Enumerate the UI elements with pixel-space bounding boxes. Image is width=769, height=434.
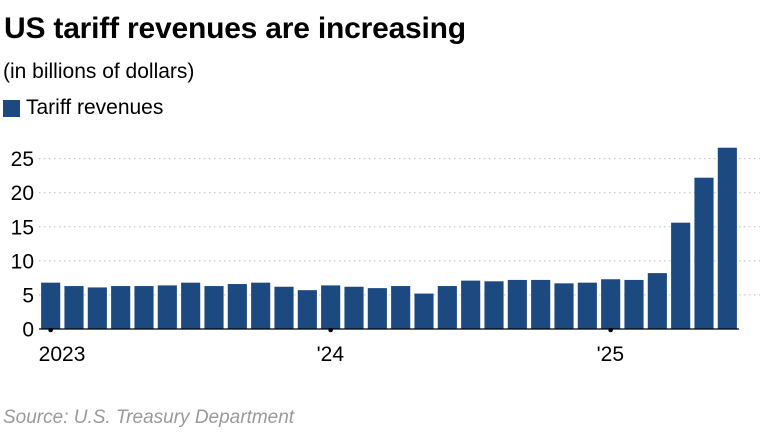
bar [461, 280, 481, 329]
bar [484, 281, 504, 329]
bar [671, 222, 691, 329]
x-tick-mark [328, 327, 333, 333]
y-axis-labels: 0 5 10 15 20 25 [11, 148, 34, 341]
x-tick-label: '25 [597, 343, 624, 366]
bar [367, 288, 387, 329]
bar [624, 279, 644, 329]
chart-subtitle: (in billions of dollars) [3, 60, 195, 83]
x-axis [39, 327, 739, 333]
y-tick-label: 10 [11, 250, 34, 273]
bar [251, 282, 271, 329]
y-tick-label: 5 [22, 284, 34, 307]
bars [41, 147, 737, 329]
bar [274, 286, 294, 329]
bar [391, 286, 411, 329]
bar [601, 279, 621, 329]
x-tick-mark [608, 327, 613, 333]
legend: Tariff revenues [3, 96, 163, 120]
bar [554, 283, 574, 329]
bar [64, 286, 84, 329]
bar [181, 282, 201, 329]
y-tick-label: 0 [22, 319, 34, 342]
bar [344, 286, 364, 329]
legend-label: Tariff revenues [26, 96, 164, 119]
bar [41, 282, 61, 329]
bar [507, 279, 527, 329]
bar [134, 286, 154, 329]
x-tick-label: 2023 [39, 343, 86, 366]
bar [87, 287, 107, 329]
bar [204, 286, 224, 329]
bar [321, 285, 341, 329]
source-note: Source: U.S. Treasury Department [3, 407, 295, 428]
bar [111, 286, 131, 329]
x-axis-labels: 2023 '24 '25 [39, 343, 624, 366]
bar [694, 177, 714, 329]
x-tick-mark [48, 327, 53, 333]
y-tick-label: 20 [11, 182, 34, 205]
y-tick-label: 25 [11, 148, 34, 171]
bar [437, 286, 457, 329]
bar [157, 285, 177, 329]
bar [297, 290, 317, 329]
y-tick-label: 15 [11, 216, 34, 239]
bar [717, 147, 737, 329]
x-tick-label: '24 [317, 343, 345, 366]
bar [531, 279, 551, 329]
bar [227, 284, 247, 329]
bar [647, 273, 667, 329]
bar [414, 293, 434, 329]
chart-title: US tariff revenues are increasing [4, 12, 466, 45]
legend-swatch [3, 99, 20, 117]
bar [577, 282, 597, 329]
